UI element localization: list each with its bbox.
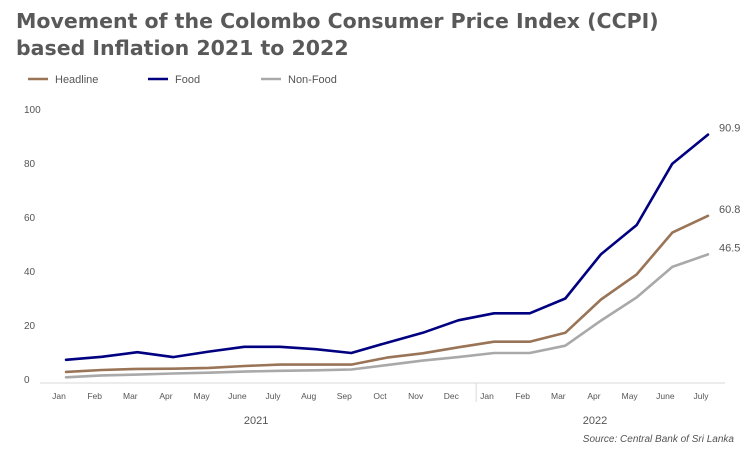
chart-title: Movement of the Colombo Consumer Price I… [16,9,659,60]
x-tick-label: Sep [337,391,352,401]
x-tick-label: June [228,391,247,401]
y-tick-20: 20 [24,321,36,332]
x-tick-label: Mar [551,391,566,401]
end-labels: 60.8 90.9 46.5 [719,123,740,255]
legend: Headline Food Non-Food [28,74,337,86]
x-tick-label: May [622,391,639,401]
x-tick-label: Jan [480,391,494,401]
x-tick-label: Mar [123,391,138,401]
x-tick-label: May [194,391,211,401]
end-label-non-food: 46.5 [719,242,740,254]
legend-label-food: Food [175,74,200,86]
x-tick-label: Apr [587,391,600,401]
series-lines [64,133,710,379]
series-line-non-food [64,253,710,379]
year-label-2022: 2022 [583,415,607,427]
x-tick-label: Nov [408,391,424,401]
y-tick-0: 0 [24,375,30,386]
y-axis: 0 20 40 60 80 100 [24,105,41,386]
series-line-food [64,133,710,362]
x-tick-label: Feb [515,391,530,401]
x-tick-label: Oct [373,391,387,401]
y-tick-80: 80 [24,159,36,170]
y-tick-60: 60 [24,213,36,224]
x-tick-label: Jan [52,391,66,401]
year-label-2021: 2021 [244,415,268,427]
x-tick-label: Aug [301,391,316,401]
x-tick-label: June [656,391,675,401]
end-label-food: 90.9 [719,123,740,135]
x-axis: Jan Feb Mar Apr May June July Aug Sep Oct Nov Dec Ja… [40,382,725,427]
end-label-headline: 60.8 [719,204,740,216]
legend-label-headline: Headline [55,74,98,86]
source-note: Source: Central Bank of Sri Lanka [583,434,735,445]
x-tick-label: Dec [444,391,460,401]
x-tick-label: Feb [87,391,102,401]
legend-label-non-food: Non-Food [288,74,337,86]
series-line-headline [64,214,710,374]
y-tick-100: 100 [24,105,41,116]
x-tick-label: July [265,391,281,401]
y-tick-40: 40 [24,267,36,278]
x-tick-label: July [693,391,709,401]
x-tick-label: Apr [159,391,172,401]
